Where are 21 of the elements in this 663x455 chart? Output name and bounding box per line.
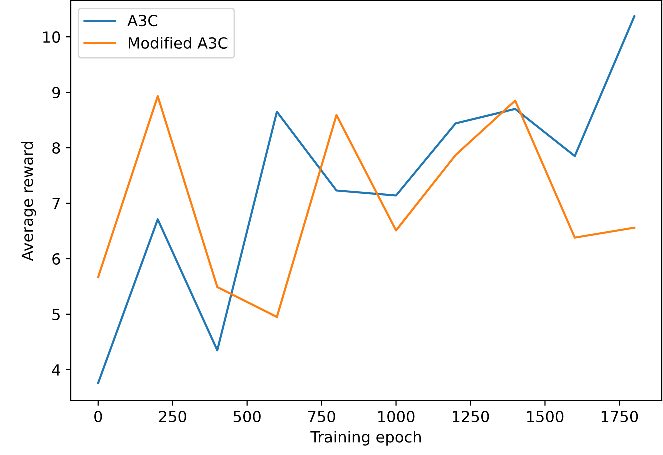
x-tick-label: 1500 [527,410,564,423]
x-tick-label: 1250 [452,410,490,423]
x-tick-label: 500 [234,410,261,423]
x-tick-label: 750 [308,410,336,423]
legend-label: A3C [128,15,158,27]
y-axis-title: Average reward [21,142,36,262]
legend-label: Modified A3C [129,37,228,49]
x-axis-title: Training epoch [310,431,422,446]
x-tick-label: 1000 [378,410,415,423]
line-series [97,95,636,318]
y-tick-label: 7 [52,198,60,210]
y-tick-label: 10 [44,32,60,44]
y-tick-label: 6 [52,253,60,265]
y-tick-label: 8 [52,142,60,154]
x-tick-label: 250 [159,410,186,423]
x-tick-label: 0 [94,410,102,423]
x-tick-label: 1750 [602,410,638,423]
y-tick-label: 5 [52,309,60,320]
line-series [97,15,636,384]
y-tick-label: 9 [52,87,60,99]
y-tick-label: 4 [52,364,60,376]
